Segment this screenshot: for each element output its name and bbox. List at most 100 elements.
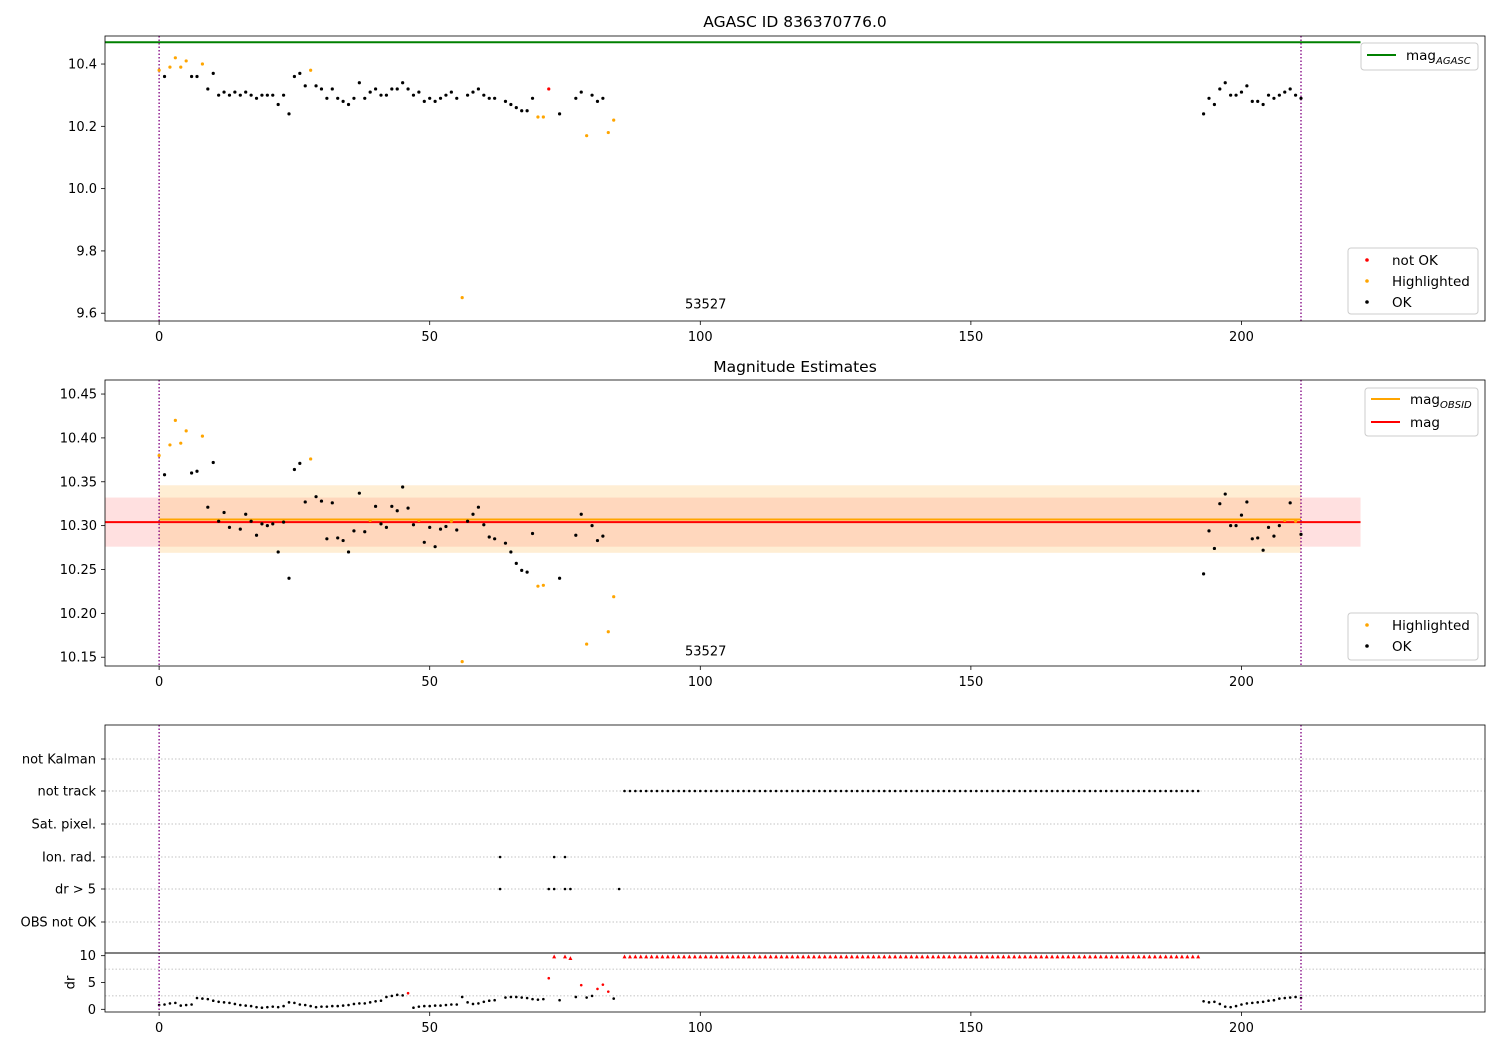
flag-point-not-track [1088, 789, 1092, 793]
x-tick-label: 200 [1229, 1021, 1254, 1036]
dr-point-not-ok-capped [1179, 954, 1184, 959]
dr-point-not-ok-capped [822, 954, 827, 959]
dr-point-ok [444, 1003, 448, 1007]
dr-point-ok [260, 1006, 264, 1010]
dr-point-ok [395, 993, 399, 997]
data-point-ok [390, 504, 394, 508]
dr-point-ok [612, 997, 616, 1000]
dr-point-not-ok-capped [1012, 954, 1017, 959]
flag-point-not-track [726, 789, 729, 793]
flag-point-not-track [1104, 789, 1108, 793]
data-point-ok [373, 504, 378, 508]
legend-box [1360, 42, 1479, 71]
data-point-ok [249, 93, 253, 97]
dr-point-not-ok-capped [671, 954, 676, 959]
dr-point-ok [1288, 996, 1292, 999]
data-point-highlighted [541, 583, 545, 587]
x-tick-label: 0 [155, 1021, 163, 1036]
dr-point-ok [238, 1003, 242, 1007]
x-tick-label: 150 [958, 675, 983, 690]
dr-point-not-ok-capped [1158, 954, 1163, 959]
dr-point-ok [358, 1002, 361, 1005]
dr-point-ok [385, 995, 388, 999]
data-point-ok [276, 102, 280, 107]
flag-point-not-track [1158, 789, 1162, 793]
data-point-highlighted [157, 453, 161, 458]
data-point-ok [601, 534, 605, 538]
y-tick-label: 9.6 [76, 307, 97, 322]
data-point-ok [444, 524, 448, 529]
flag-point-not-track [698, 789, 702, 793]
dr-point-not-ok-capped [1093, 954, 1098, 959]
axes-frame [104, 379, 1486, 667]
data-point-ok [482, 93, 486, 97]
flag-point-not-track [628, 789, 632, 793]
flag-point-not-track [807, 789, 810, 793]
data-point-highlighted [585, 134, 589, 138]
dr-point-not-ok-capped [1142, 954, 1147, 959]
data-point-ok [379, 522, 383, 526]
data-point-ok [211, 460, 215, 465]
dr-point-ok [412, 1006, 415, 1010]
dr-tick-label: 5 [88, 976, 96, 991]
data-point-ok [227, 525, 232, 529]
data-point-highlighted [368, 518, 372, 522]
flag-point-not-track [920, 789, 924, 793]
dr-point-not-ok-capped [757, 954, 762, 959]
dr-point-not-ok-capped [633, 954, 638, 959]
dr-point-not-ok-capped [898, 954, 903, 959]
data-point-ok [189, 471, 194, 475]
dr-point-not-ok-capped [687, 954, 692, 959]
legend-marker [1365, 623, 1369, 627]
data-point-ok [1218, 502, 1222, 506]
y-tick-label: 9.8 [76, 244, 97, 259]
flag-point-not-track [1045, 789, 1048, 793]
data-point-ok [422, 99, 426, 104]
y-tick-label: 10.30 [60, 519, 97, 534]
data-point-highlighted [309, 68, 313, 72]
dr-point-not-ok-capped [887, 954, 892, 959]
data-point-ok [411, 93, 416, 97]
flag-point-not-track [688, 789, 691, 793]
dr-point-ok [536, 998, 540, 1001]
flag-point-not-track [715, 789, 718, 793]
data-point-ok [1288, 87, 1292, 91]
data-point-highlighted [606, 630, 610, 634]
dr-point-ok [168, 1002, 172, 1005]
flag-point-not-track [910, 789, 913, 793]
data-point-highlighted [184, 429, 188, 433]
dr-point-not-ok-capped [941, 954, 946, 959]
dr-point-not-ok-capped [638, 954, 643, 959]
dr-point-not-ok-capped [839, 954, 843, 959]
dr-point-ok [455, 1003, 459, 1006]
data-point-ok [574, 96, 578, 100]
data-point-ok [438, 96, 443, 100]
dr-point-not-ok-capped [1033, 954, 1038, 959]
x-tick-label: 200 [1229, 330, 1254, 345]
data-point-ok [525, 570, 529, 574]
flag-point-not-track [1180, 789, 1184, 793]
dr-point-not-ok-capped [866, 954, 871, 959]
data-point-highlighted [460, 660, 464, 664]
legend-label-sub: OBSID [1440, 400, 1472, 411]
dr-point-not-ok-capped [1039, 954, 1044, 959]
data-point-highlighted [1293, 519, 1298, 523]
dr-point-not-ok-capped [1098, 954, 1103, 959]
dr-point-not-ok-capped [968, 954, 973, 959]
dr-point-ok [282, 1004, 285, 1008]
dr-point-ok [363, 1002, 367, 1005]
data-point-ok [260, 522, 264, 526]
dr-point-not-ok-capped [682, 954, 687, 959]
flag-point-not-track [650, 789, 653, 793]
data-point-ok [1277, 93, 1281, 97]
data-point-ok [520, 109, 524, 113]
data-point-ok [482, 523, 486, 527]
data-point-ok [211, 71, 215, 75]
flag-point-ion-rad [498, 855, 502, 859]
data-point-ok [346, 102, 351, 107]
dr-point-not-ok-capped [806, 954, 811, 959]
x-tick-label: 50 [421, 330, 438, 345]
data-point-ok [265, 93, 269, 97]
data-point-ok [1283, 90, 1287, 94]
flag-point-not-track [991, 789, 994, 793]
